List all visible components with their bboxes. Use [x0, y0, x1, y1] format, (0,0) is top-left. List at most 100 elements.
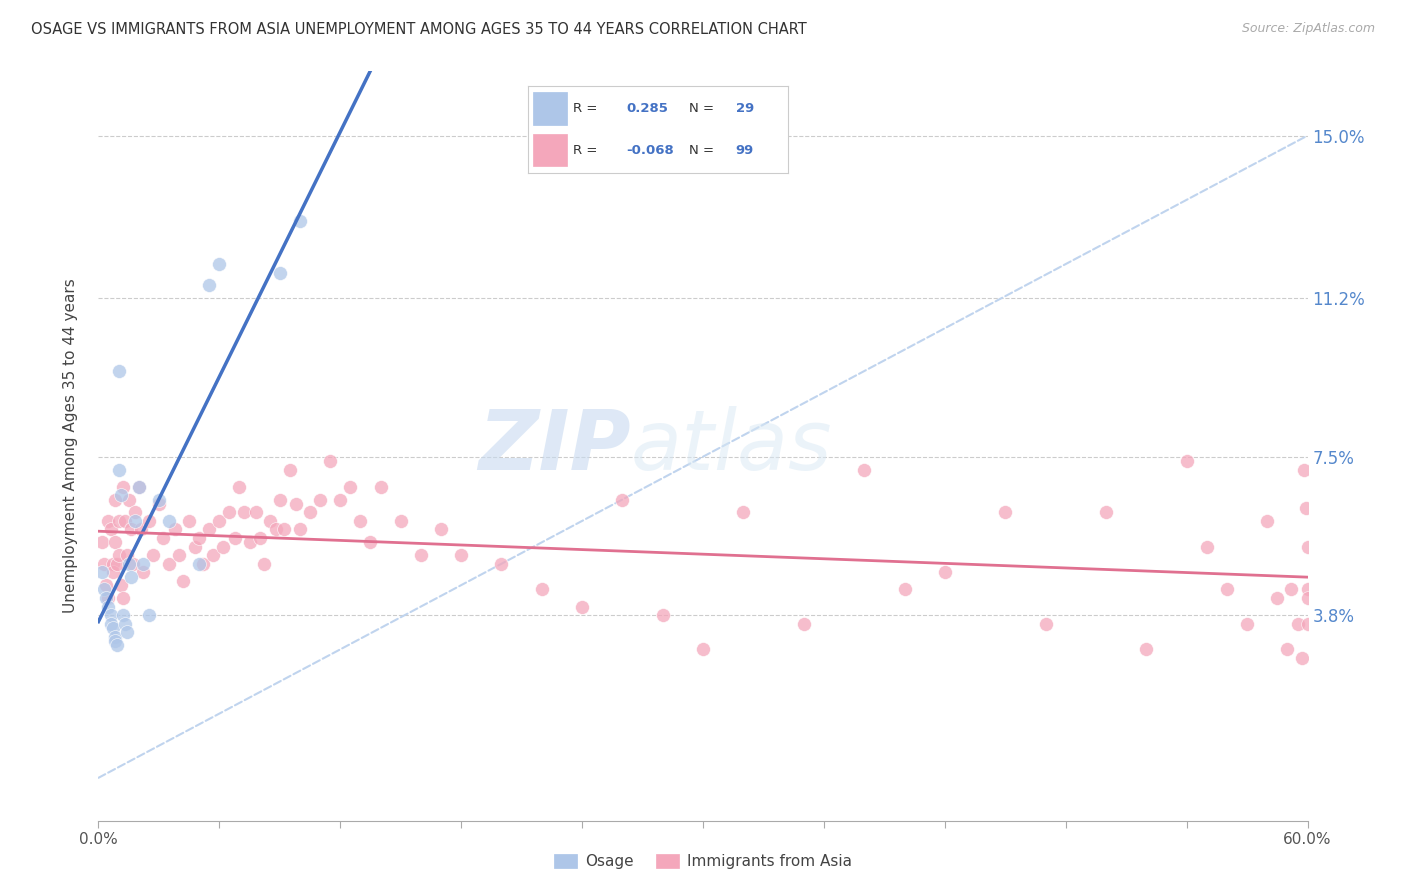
Point [93, 557, 115, 571]
Point [269, 492, 291, 507]
Point [1291, 651, 1313, 665]
Point [278, 462, 301, 476]
Point [1296, 591, 1319, 605]
Point [105, 638, 128, 652]
Point [129, 523, 152, 537]
Point [157, 514, 180, 528]
Point [299, 505, 322, 519]
Point [1286, 616, 1309, 631]
Point [115, 625, 138, 640]
Point [124, 514, 146, 528]
Point [118, 492, 141, 507]
Point [212, 540, 235, 554]
Point [612, 492, 634, 507]
Point [329, 492, 352, 507]
Point [114, 616, 136, 631]
Point [269, 266, 291, 280]
Point [115, 548, 138, 562]
Point [152, 531, 174, 545]
Point [1295, 501, 1317, 516]
Point [224, 531, 246, 545]
Point [97, 599, 120, 614]
Y-axis label: Unemployment Among Ages 35 to 44 years: Unemployment Among Ages 35 to 44 years [63, 278, 77, 614]
Text: ZIP: ZIP [478, 406, 630, 486]
Point [179, 514, 201, 528]
Point [994, 505, 1017, 519]
Point [208, 257, 231, 271]
Point [259, 514, 281, 528]
Point [107, 462, 129, 476]
Point [1256, 514, 1278, 528]
Point [198, 278, 221, 293]
Point [97, 514, 120, 528]
Legend: Osage, Immigrants from Asia: Osage, Immigrants from Asia [548, 848, 858, 875]
Point [111, 591, 134, 605]
Point [370, 480, 392, 494]
Point [101, 566, 124, 580]
Point [245, 505, 267, 519]
Point [349, 514, 371, 528]
Point [1236, 616, 1258, 631]
Point [1035, 616, 1057, 631]
Point [114, 514, 136, 528]
Point [198, 523, 221, 537]
Point [121, 557, 143, 571]
Point [934, 566, 956, 580]
Point [138, 608, 160, 623]
Point [103, 492, 125, 507]
Point [571, 599, 593, 614]
Point [128, 480, 150, 494]
Point [97, 591, 120, 605]
Point [100, 616, 122, 631]
Point [1296, 616, 1319, 631]
Point [1296, 582, 1319, 597]
Point [430, 523, 453, 537]
Point [172, 574, 194, 588]
Point [107, 364, 129, 378]
Point [96, 578, 118, 592]
Point [692, 642, 714, 657]
Point [253, 557, 276, 571]
Point [1277, 642, 1299, 657]
Point [264, 523, 287, 537]
Point [120, 523, 142, 537]
Point [218, 505, 240, 519]
Point [132, 566, 155, 580]
Text: atlas: atlas [630, 406, 832, 486]
Point [105, 557, 128, 571]
Point [96, 591, 118, 605]
Point [91, 566, 114, 580]
Point [208, 514, 231, 528]
Point [111, 480, 134, 494]
Point [1195, 540, 1218, 554]
Point [288, 523, 311, 537]
Point [273, 523, 295, 537]
Point [339, 480, 361, 494]
Point [111, 608, 134, 623]
Point [450, 548, 472, 562]
Point [91, 535, 114, 549]
Point [651, 608, 673, 623]
Point [239, 535, 262, 549]
Point [1175, 454, 1198, 468]
Point [1267, 591, 1289, 605]
Point [100, 523, 122, 537]
Point [107, 548, 129, 562]
Point [103, 633, 125, 648]
Point [124, 505, 146, 519]
Point [228, 480, 250, 494]
Text: Source: ZipAtlas.com: Source: ZipAtlas.com [1241, 22, 1375, 36]
Point [148, 492, 170, 507]
Point [101, 557, 124, 571]
Point [193, 557, 215, 571]
Point [893, 582, 915, 597]
Point [128, 480, 150, 494]
Point [93, 582, 115, 597]
Point [249, 531, 271, 545]
Point [163, 523, 186, 537]
Point [101, 621, 124, 635]
Point [1296, 540, 1319, 554]
Point [389, 514, 412, 528]
Point [100, 608, 122, 623]
Point [793, 616, 815, 631]
